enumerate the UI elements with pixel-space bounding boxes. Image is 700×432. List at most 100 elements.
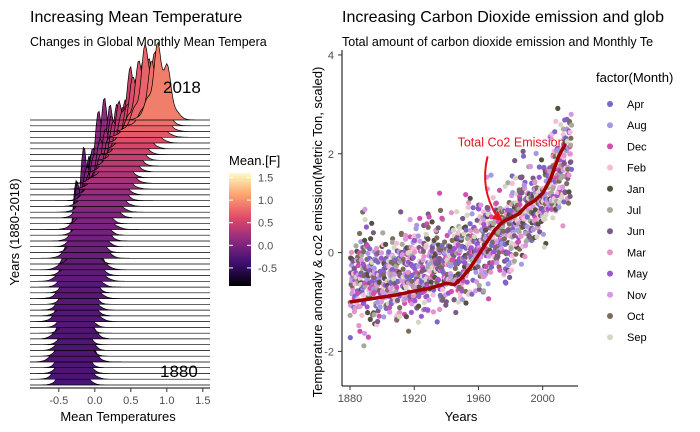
scatter-point (532, 207, 539, 213)
scatter-point (481, 217, 487, 223)
scatter-point (542, 216, 548, 222)
scatter-point (483, 227, 489, 233)
scatter-point (416, 303, 422, 309)
scatter-point (426, 297, 432, 303)
scatter-point (426, 214, 432, 220)
scatter-point (370, 230, 376, 236)
scatter-point (357, 328, 363, 334)
ridgeline-subtitle: Changes in Global Monthly Mean Tempera (30, 35, 267, 49)
scatter-point (556, 204, 562, 210)
scatter-point (453, 309, 459, 316)
scatter-point (520, 153, 527, 159)
scatter-point (361, 330, 368, 336)
scatter-point (550, 185, 556, 192)
scatter-point (425, 224, 431, 230)
scatter-point (461, 260, 468, 266)
scatter-point (415, 319, 421, 325)
scatter-point (417, 238, 423, 244)
scatter-point (389, 239, 395, 245)
scatter-point (464, 236, 471, 242)
scatter-point (355, 262, 361, 269)
scatter-point (418, 313, 424, 319)
scatter-point (454, 209, 460, 215)
scatter-point (459, 297, 466, 303)
scatter-point (567, 193, 573, 199)
scatter-point (375, 318, 381, 325)
legend-label-sep: Sep (627, 332, 647, 344)
scatter-point (407, 216, 413, 223)
scatter-point (391, 276, 397, 282)
scatter-point (348, 249, 355, 255)
scatter-point (541, 244, 547, 250)
colorbar-tick-label: 0.5 (258, 218, 273, 230)
scatter-point (398, 231, 405, 238)
scatter-point (365, 310, 371, 316)
legend-label-aug: Aug (627, 120, 647, 132)
scatter-point (527, 163, 534, 170)
scatter-point (440, 287, 446, 293)
scatter-x-tick-label: 1920 (402, 393, 426, 405)
scatter-point (476, 258, 482, 264)
colorbar-tick-label: 0.0 (258, 240, 273, 252)
colorbar-tick-label: -0.5 (258, 263, 277, 275)
scatter-point (503, 280, 509, 286)
scatter-point (512, 158, 518, 164)
scatter-subtitle: Total amount of carbon dioxide emission … (342, 35, 653, 49)
scatter-point (435, 225, 441, 231)
ridgeline-x-tick-label: -0.5 (49, 395, 68, 407)
ridge-1961 (30, 167, 210, 230)
scatter-title: Increasing Carbon Dioxide emission and g… (342, 9, 664, 26)
scatter-point (413, 226, 419, 232)
scatter-point (495, 253, 501, 260)
scatter-point (403, 285, 409, 291)
scatter-x-axis-label: Years (445, 409, 478, 424)
scatter-point (444, 232, 450, 239)
scatter-point (506, 221, 512, 227)
ridge-1955 (30, 153, 210, 242)
scatter-point (517, 201, 523, 208)
legend-label-jun: Jun (627, 226, 645, 238)
scatter-point (537, 229, 543, 235)
scatter-point (365, 334, 371, 340)
scatter-y-ticks: -2 0 2 4 (324, 50, 342, 358)
scatter-point (567, 129, 573, 135)
scatter-point (376, 313, 382, 319)
scatter-point (374, 245, 380, 252)
scatter-point (464, 279, 470, 285)
scatter-point (430, 309, 436, 315)
scatter-point (356, 323, 362, 329)
scatter-x-tick-label: 2000 (530, 393, 554, 405)
scatter-point (496, 187, 503, 193)
legend-label-oct: Oct (627, 311, 644, 323)
scatter-point (434, 235, 440, 241)
scatter-point (452, 245, 458, 251)
scatter-point (552, 129, 558, 135)
scatter-point (347, 312, 353, 318)
scatter-point (448, 288, 454, 295)
colorbar-tick-label: 1.5 (258, 173, 273, 185)
legend-swatch-may (607, 270, 613, 277)
scatter-point (357, 303, 363, 309)
scatter-point (565, 200, 572, 206)
scatter-point (520, 148, 526, 154)
scatter-point (534, 234, 540, 240)
scatter-point (488, 172, 494, 178)
scatter-point (486, 296, 492, 302)
scatter-point (443, 299, 449, 305)
scatter-point (494, 260, 500, 266)
co2-annotation-arrow (484, 156, 498, 217)
scatter-point (501, 270, 507, 276)
scatter-point (437, 306, 443, 312)
ridge-1958 (30, 154, 210, 236)
scatter-point (416, 284, 422, 290)
legend-label-nov: Nov (627, 290, 647, 302)
scatter-point (358, 257, 364, 263)
scatter-point (465, 204, 471, 210)
scatter-point (386, 249, 392, 255)
scatter-point (455, 299, 462, 305)
scatter-point (362, 206, 368, 212)
legend-swatch-jan (607, 185, 613, 192)
scatter-point (517, 197, 523, 203)
scatter-point (394, 284, 400, 290)
scatter-point (510, 190, 516, 196)
